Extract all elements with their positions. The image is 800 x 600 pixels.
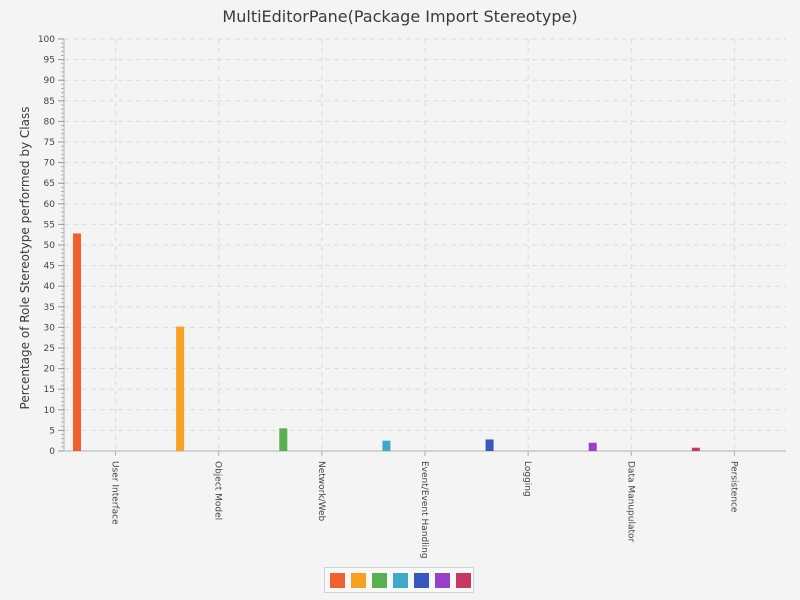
y-tick-label: 70 — [44, 159, 56, 169]
chart-title: MultiEditorPane(Package Import Stereotyp… — [222, 7, 578, 26]
y-tick-label: 55 — [44, 220, 55, 230]
legend-swatch — [351, 573, 366, 588]
legend-swatch — [330, 573, 345, 588]
y-tick-label: 20 — [44, 365, 56, 375]
y-tick-label: 50 — [44, 241, 56, 251]
x-tick-label: User Interface — [110, 461, 120, 525]
x-tick-label: Data Manupulator — [625, 461, 635, 543]
legend-swatch — [414, 573, 429, 588]
y-tick-label: 80 — [44, 117, 56, 127]
legend-swatch — [435, 573, 450, 588]
y-tick-label: 35 — [44, 303, 55, 313]
y-tick-label: 95 — [44, 56, 55, 66]
y-tick-label: 0 — [49, 447, 55, 457]
legend-swatch — [456, 573, 471, 588]
bar — [691, 447, 700, 451]
bar — [485, 439, 494, 451]
y-tick-label: 60 — [44, 200, 56, 210]
legend-swatch — [393, 573, 408, 588]
y-tick-label: 15 — [44, 385, 55, 395]
x-tick-label: Object Model — [213, 461, 223, 520]
bar — [73, 233, 81, 451]
y-tick-label: 40 — [44, 282, 56, 292]
bar — [176, 326, 185, 451]
y-tick-label: 5 — [49, 426, 55, 436]
x-tick-label: Event/Event Handling — [419, 461, 429, 559]
y-tick-label: 10 — [44, 406, 56, 416]
y-tick-label: 65 — [44, 179, 55, 189]
y-tick-label: 90 — [44, 76, 56, 86]
bar — [382, 440, 391, 451]
bar — [588, 442, 597, 451]
bar — [279, 428, 288, 451]
y-tick-label: 75 — [44, 138, 55, 148]
y-tick-label: 45 — [44, 262, 55, 272]
legend — [324, 567, 474, 593]
y-tick-label: 30 — [44, 323, 56, 333]
y-tick-label: 100 — [38, 35, 55, 45]
x-tick-label: Logging — [522, 461, 532, 497]
y-tick-label: 85 — [44, 97, 55, 107]
x-tick-label: Network/Web — [316, 461, 326, 522]
y-tick-label: 25 — [44, 344, 55, 354]
legend-swatch — [372, 573, 387, 588]
x-tick-label: Persistence — [728, 461, 738, 513]
